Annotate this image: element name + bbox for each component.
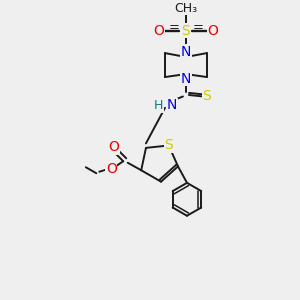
Text: S: S bbox=[164, 139, 173, 152]
Text: =: = bbox=[192, 21, 203, 34]
Text: S: S bbox=[182, 24, 190, 38]
Text: O: O bbox=[207, 24, 218, 38]
Text: CH₃: CH₃ bbox=[174, 2, 197, 15]
Text: O: O bbox=[106, 162, 117, 176]
Text: O: O bbox=[154, 24, 164, 38]
Text: S: S bbox=[202, 89, 211, 103]
Text: N: N bbox=[181, 45, 191, 58]
Text: N: N bbox=[167, 98, 177, 112]
Text: O: O bbox=[108, 140, 119, 154]
Text: H: H bbox=[154, 99, 164, 112]
Text: =: = bbox=[168, 21, 179, 34]
Text: N: N bbox=[181, 71, 191, 85]
